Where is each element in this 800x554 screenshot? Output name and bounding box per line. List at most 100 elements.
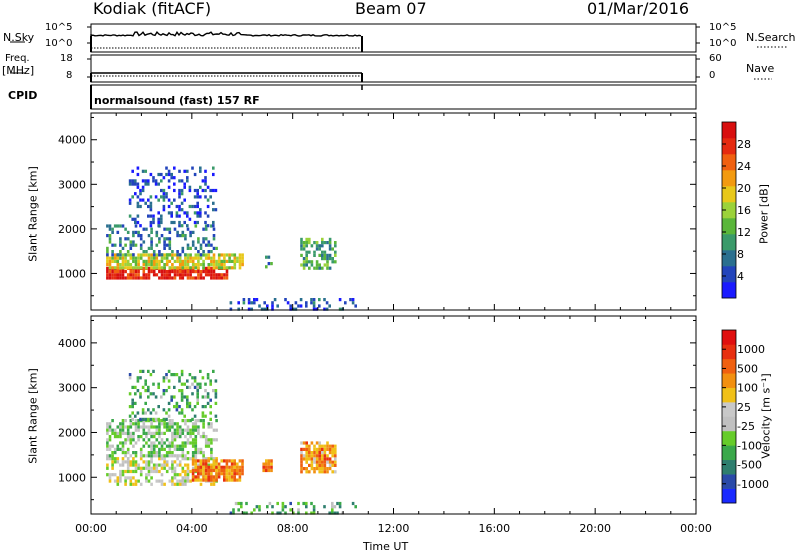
- power-echo-cell: [323, 253, 327, 257]
- velocity-echo-cell: [230, 462, 234, 466]
- velocity-echo-cell: [145, 441, 148, 445]
- velocity-echo-cell: [323, 444, 327, 448]
- power-echo-cell: [106, 276, 109, 280]
- power-echo-cell: [141, 185, 145, 189]
- power-echo-cell: [139, 234, 143, 238]
- power-echo-cell: [173, 188, 176, 193]
- velocity-echo-cell: [142, 454, 146, 458]
- velocity-echo-cell: [334, 463, 337, 467]
- velocity-echo-cell: [132, 469, 135, 474]
- velocity-echo-cell: [134, 425, 138, 429]
- power-echo-cell: [300, 247, 303, 251]
- power-echo-cell: [270, 262, 273, 266]
- power-echo-cell: [168, 276, 172, 280]
- velocity-echo-cell: [160, 466, 164, 470]
- power-echo-cell: [237, 307, 240, 311]
- velocity-echo-cell: [113, 457, 117, 461]
- velocity-echo-cell: [191, 478, 195, 482]
- velocity-echo-cell: [106, 428, 109, 432]
- power-echo-cell: [181, 234, 185, 238]
- velocity-echo-cell: [158, 469, 161, 474]
- power-echo-cell: [223, 266, 226, 270]
- velocity-echo-cell: [144, 382, 147, 386]
- power-echo-cell: [197, 253, 200, 257]
- velocity-echo-cell: [230, 472, 234, 476]
- power-echo-cell: [106, 273, 109, 277]
- power-echo-cell: [241, 263, 244, 267]
- velocity-echo-cell: [215, 462, 218, 466]
- velocity-echo-cell: [189, 428, 192, 432]
- power-echo-cell: [163, 270, 166, 274]
- velocity-echo-cell: [186, 463, 190, 467]
- power-echo-cell: [106, 250, 109, 254]
- power-echo-cell: [215, 259, 218, 263]
- velocity-echo-cell: [170, 395, 173, 399]
- power-echo-cell: [142, 273, 146, 277]
- velocity-echo-cell: [142, 422, 146, 426]
- velocity-echo-cell: [189, 431, 192, 435]
- velocity-echo-cell: [144, 379, 147, 383]
- power-echo-cell: [173, 166, 176, 170]
- velocity-echo-cell: [136, 389, 140, 393]
- velocity-echo-cell: [212, 457, 216, 461]
- velocity-echo-cell: [136, 411, 140, 415]
- velocity-echo-cell: [223, 478, 226, 482]
- velocity-echo-cell: [173, 435, 177, 439]
- velocity-echo-cell: [165, 428, 169, 432]
- velocity-echo-cell: [270, 465, 273, 469]
- power-echo-cell: [173, 227, 177, 231]
- velocity-echo-cell: [137, 435, 140, 439]
- velocity-echo-cell: [189, 419, 192, 423]
- power-echo-cell: [119, 237, 122, 241]
- power-colorbar-swatch: [722, 186, 736, 203]
- velocity-echo-cell: [119, 441, 122, 445]
- power-echo-cell: [119, 253, 122, 257]
- power-echo-cell: [126, 263, 130, 267]
- power-echo-cell: [253, 301, 256, 305]
- velocity-colorbar-tick-label: -100: [737, 439, 762, 452]
- velocity-echo-cell: [155, 428, 159, 432]
- power-echo-cell: [315, 247, 319, 251]
- velocity-echo-cell: [331, 508, 334, 512]
- power-echo-cell: [206, 198, 210, 202]
- velocity-colorbar-swatch: [722, 387, 736, 403]
- power-echo-cell: [132, 276, 135, 280]
- power-echo-cell: [197, 240, 200, 244]
- power-echo-cell: [111, 227, 114, 231]
- velocity-echo-cell: [326, 460, 329, 464]
- velocity-echo-cell: [158, 454, 161, 458]
- velocity-echo-cell: [315, 457, 319, 461]
- power-echo-cell: [351, 298, 355, 302]
- velocity-echo-cell: [262, 465, 265, 469]
- power-echo-cell: [247, 298, 251, 302]
- power-colorbar-tick-label: 8: [737, 248, 744, 261]
- velocity-echo-cell: [132, 457, 135, 461]
- power-echo-cell: [152, 179, 155, 183]
- velocity-echo-cell: [189, 441, 192, 445]
- velocity-echo-cell: [171, 479, 174, 483]
- power-echo-cell: [209, 195, 212, 199]
- power-echo-cell: [163, 276, 166, 280]
- power-echo-cell: [321, 257, 324, 261]
- power-echo-cell: [158, 270, 161, 274]
- power-echo-cell: [132, 243, 135, 247]
- velocity-echo-cell: [145, 460, 148, 464]
- velocity-echo-cell: [238, 472, 242, 476]
- velocity-echo-cell: [210, 475, 213, 479]
- velocity-echo-cell: [276, 501, 279, 506]
- power-echo-cell: [310, 260, 314, 264]
- power-echo-cell: [121, 259, 125, 263]
- power-echo-cell: [196, 188, 199, 193]
- velocity-echo-cell: [233, 472, 236, 476]
- velocity-echo-cell: [217, 465, 221, 469]
- power-echo-cell: [142, 227, 146, 231]
- power-echo-cell: [263, 301, 266, 305]
- velocity-echo-cell: [111, 431, 114, 435]
- power-echo-cell: [150, 256, 153, 260]
- velocity-colorbar-tick-label: 1000: [737, 343, 765, 356]
- power-echo-cell: [152, 253, 156, 257]
- power-echo-cell: [121, 276, 125, 280]
- velocity-echo-cell: [267, 465, 271, 469]
- velocity-echo-cell: [173, 431, 177, 435]
- velocity-echo-cell: [181, 476, 185, 480]
